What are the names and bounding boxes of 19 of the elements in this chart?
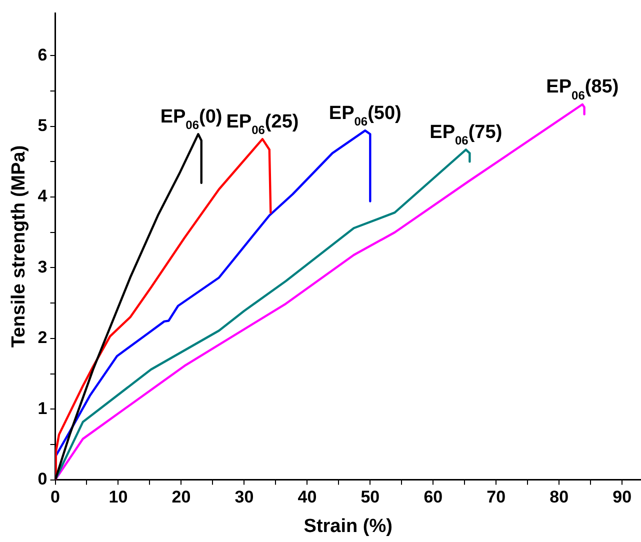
y-tick-label: 2 xyxy=(38,328,48,348)
x-tick-label: 20 xyxy=(172,488,191,507)
x-tick-label: 80 xyxy=(550,488,569,507)
y-axis-title: Tensile strength (MPa) xyxy=(8,145,30,348)
x-tick-label: 30 xyxy=(234,488,254,507)
x-axis-title: Strain (%) xyxy=(304,516,392,537)
y-tick-label: 5 xyxy=(38,116,48,136)
y-tick-label: 3 xyxy=(38,257,48,276)
x-tick-label: 60 xyxy=(424,488,443,507)
x-tick-label: 10 xyxy=(108,488,128,507)
y-tick-label: 6 xyxy=(38,45,48,64)
y-tick-label: 1 xyxy=(38,398,48,418)
x-tick-label: 70 xyxy=(486,488,506,507)
y-tick-label: 0 xyxy=(38,469,48,488)
x-tick-label: 90 xyxy=(612,488,632,507)
x-tick-label: 0 xyxy=(50,488,60,507)
x-tick-label: 40 xyxy=(298,488,317,507)
y-tick-label: 4 xyxy=(38,186,48,206)
x-tick-label: 50 xyxy=(360,488,380,507)
